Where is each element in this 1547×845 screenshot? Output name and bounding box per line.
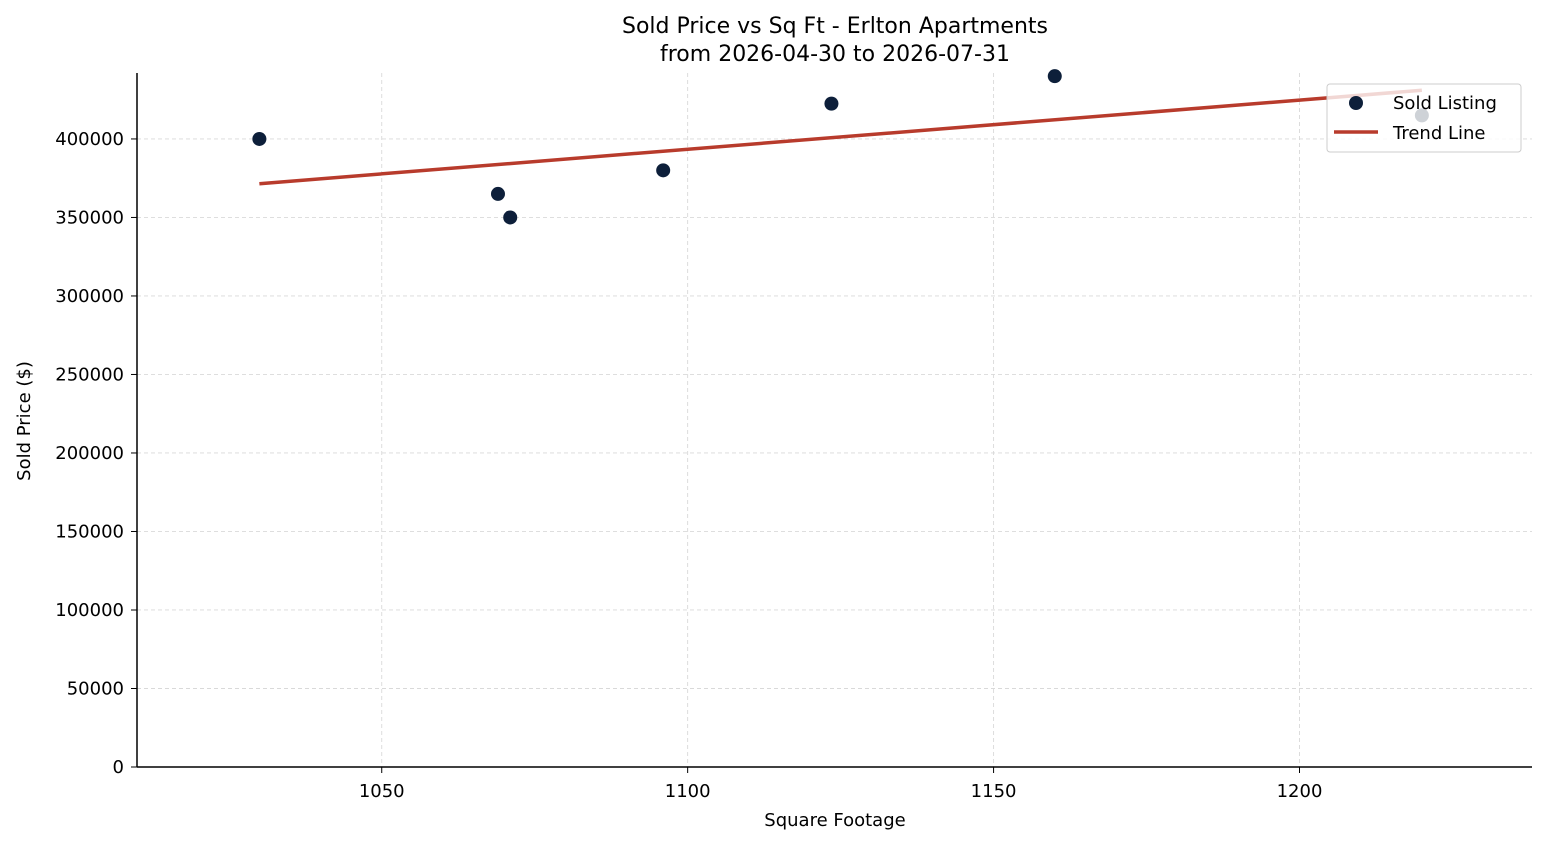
x-tick-label: 1200 [1277,781,1323,802]
y-tick-label: 100000 [55,600,124,621]
plot-area [252,69,1429,225]
y-axis-label: Sold Price ($) [14,361,35,481]
trend-line [259,88,1423,186]
legend-box [1326,83,1522,153]
chart-subtitle: from 2026-04-30 to 2026-07-31 [660,42,1010,67]
y-tick-label: 50000 [67,678,124,699]
data-point [824,96,839,111]
x-axis-label: Square Footage [764,810,905,831]
legend: Sold Listing Trend Line [1326,83,1522,153]
x-tick-label: 1050 [359,781,405,802]
legend-label-trend-line: Trend Line [1392,123,1486,144]
data-point [503,210,518,225]
x-tick-label: 1150 [971,781,1017,802]
y-tick-label: 350000 [55,207,124,228]
y-tick-label: 300000 [55,286,124,307]
y-tick-label: 150000 [55,521,124,542]
y-tick-label: 0 [113,757,124,778]
chart-title: Sold Price vs Sq Ft - Erlton Apartments [622,14,1048,39]
legend-label-sold-listing: Sold Listing [1393,93,1497,114]
data-point [490,186,505,201]
y-tick-label: 250000 [55,364,124,385]
x-axis-ticks: 1050 1100 1150 1200 [359,767,1323,802]
x-tick-label: 1100 [665,781,711,802]
y-tick-label: 400000 [55,129,124,150]
legend-marker-sold-listing [1349,96,1363,110]
grid-lines [137,73,1532,767]
data-point [656,163,671,178]
data-point [252,131,267,146]
data-point [1047,69,1062,84]
y-tick-label: 200000 [55,443,124,464]
y-axis-ticks: 0 50000 100000 150000 200000 250000 300000 3500… [55,129,137,778]
